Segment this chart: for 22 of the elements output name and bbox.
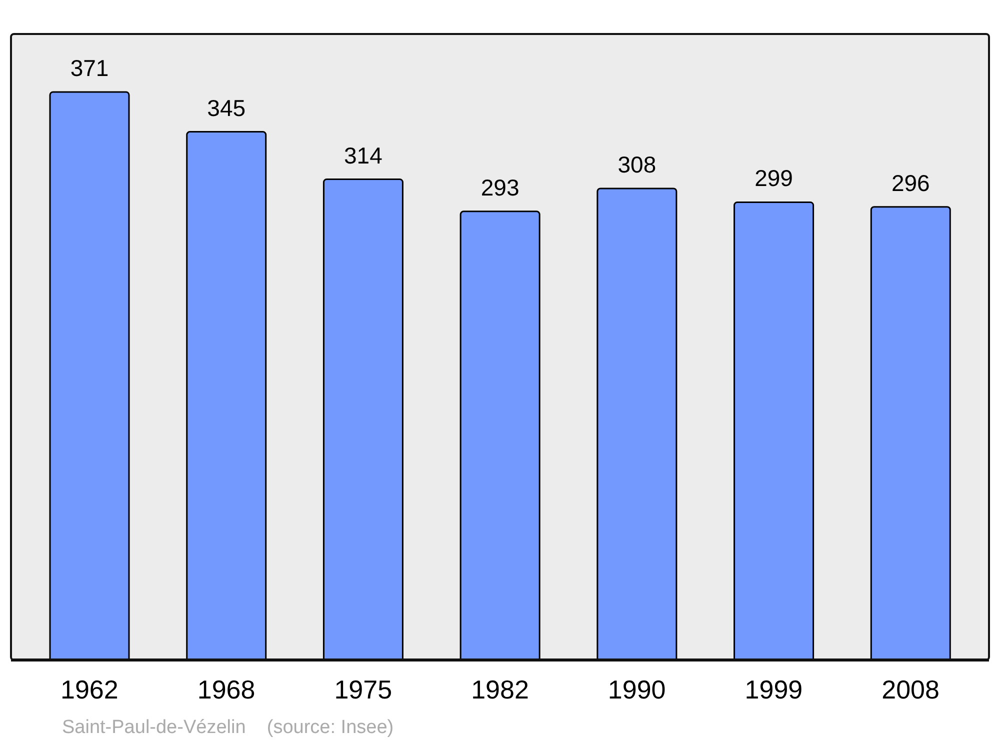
x-tick-label: 1999 <box>744 674 803 704</box>
data-label: 314 <box>344 142 383 168</box>
bar <box>49 91 130 660</box>
data-label: 345 <box>207 94 246 121</box>
data-label: 371 <box>70 55 109 81</box>
bar <box>322 178 404 660</box>
x-tick-label: 1982 <box>471 674 529 704</box>
x-tick-label: 1975 <box>334 674 392 704</box>
bar <box>460 210 540 660</box>
bar <box>596 188 678 660</box>
x-tick-label: 1990 <box>608 674 666 704</box>
data-label: 308 <box>618 151 656 178</box>
bar <box>734 201 814 660</box>
text: Saint-Paul-de-Vézelin (source: Insee) <box>62 717 394 739</box>
bar <box>186 131 267 660</box>
data-label: 296 <box>891 170 930 196</box>
x-tick-label: 1962 <box>60 674 118 704</box>
bar <box>870 206 951 660</box>
x-tick-label: 2008 <box>882 674 940 704</box>
data-label: 299 <box>754 165 793 192</box>
data-label: 293 <box>480 174 520 200</box>
x-tick-label: 1968 <box>197 674 256 704</box>
